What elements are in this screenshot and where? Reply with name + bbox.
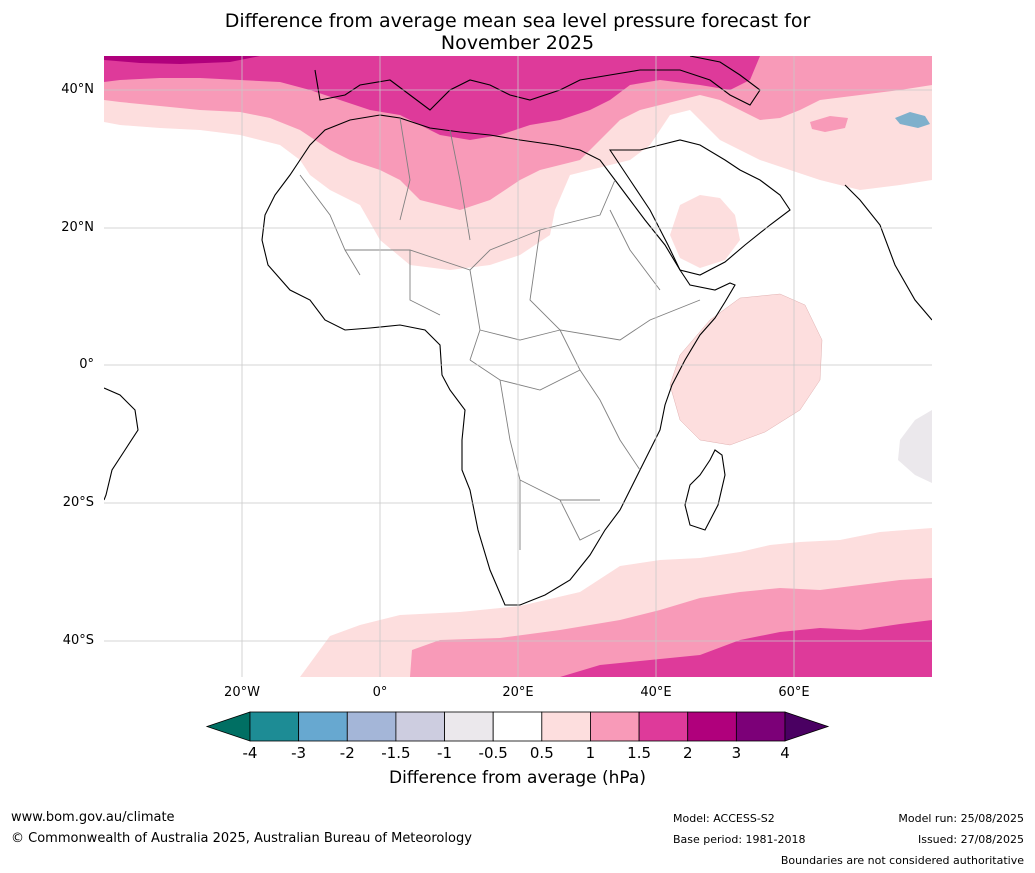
arabia-coastline xyxy=(608,139,791,276)
anomaly-zone-minus-0p5 xyxy=(898,410,932,483)
footer-issued: Issued: 27/08/2025 xyxy=(917,833,1024,846)
anomaly-zone-0p5-arabia xyxy=(670,195,740,268)
colorbar-tick-label: -2 xyxy=(339,744,355,762)
colorbar-label: Difference from average (hPa) xyxy=(389,768,646,788)
colorbar-swatch xyxy=(541,711,591,742)
lon-label-0: 0° xyxy=(372,685,388,700)
anomaly-zone-0p5-indian-ocean xyxy=(669,293,823,446)
colorbar-swatch xyxy=(444,711,494,742)
colorbar-tick-label: 3 xyxy=(731,744,742,762)
colorbar-tick-label: 4 xyxy=(780,744,790,762)
lat-label-20s: 20°S xyxy=(62,495,94,510)
graticule xyxy=(104,56,932,677)
madagascar-coastline xyxy=(684,449,726,531)
footer-url[interactable]: www.bom.gov.au/climate xyxy=(11,810,175,825)
footer-disclaimer: Boundaries are not considered authoritat… xyxy=(780,854,1024,867)
colorbar-tick-label: -4 xyxy=(242,744,258,762)
south-america-coastline xyxy=(104,387,139,501)
country-borders xyxy=(299,117,701,550)
colorbar-tick-label: -0.5 xyxy=(478,744,508,762)
lat-label-20n: 20°N xyxy=(61,220,94,235)
colorbar-tick-label: 0.5 xyxy=(529,744,554,762)
colorbar-swatch xyxy=(346,711,397,742)
colorbar-tick-label: 2 xyxy=(682,744,693,762)
colorbar-tick-label: -1 xyxy=(437,744,453,762)
colorbar-swatch xyxy=(687,711,737,742)
colorbar-swatch xyxy=(298,711,348,742)
title-line-1: Difference from average mean sea level p… xyxy=(224,10,811,32)
colorbar-swatch xyxy=(492,711,543,742)
colorbar-swatch xyxy=(395,711,445,742)
anomaly-zone-1p5-south xyxy=(560,620,932,677)
colorbar-swatch xyxy=(638,711,689,742)
colorbar-tick-label: -1.5 xyxy=(381,744,411,762)
title-line-2: November 2025 xyxy=(440,32,595,54)
anomaly-zone-1-caspian xyxy=(810,116,848,132)
colorbar-swatch xyxy=(590,711,640,742)
india-coastline xyxy=(844,184,932,321)
footer-model: Model: ACCESS-S2 xyxy=(673,812,775,825)
colorbar-swatch xyxy=(735,711,786,742)
footer-base-period: Base period: 1981-2018 xyxy=(673,833,806,846)
lon-label-60e: 60°E xyxy=(778,685,810,700)
europe-coastline xyxy=(314,56,761,111)
colorbar xyxy=(205,711,830,742)
lon-label-20e: 20°E xyxy=(502,685,534,700)
colorbar-tick-label: 1 xyxy=(585,744,596,762)
footer-copyright: © Commonwealth of Australia 2025, Austra… xyxy=(11,831,472,846)
lat-label-40s: 40°S xyxy=(62,633,94,648)
anomaly-zone-minus-himalaya xyxy=(895,112,930,128)
colorbar-tick-label: -3 xyxy=(291,744,307,762)
map-title: Difference from average mean sea level p… xyxy=(0,10,1035,54)
anomaly-zone-2-north xyxy=(104,56,260,64)
colorbar-tick-label: 1.5 xyxy=(627,744,652,762)
lat-label-0: 0° xyxy=(79,357,94,372)
lon-label-20w: 20°W xyxy=(224,685,260,700)
footer-model-run: Model run: 25/08/2025 xyxy=(898,812,1024,825)
colorbar-under-arrow xyxy=(205,711,251,742)
lon-label-40e: 40°E xyxy=(640,685,672,700)
colorbar-swatch xyxy=(249,711,300,742)
lat-label-40n: 40°N xyxy=(61,82,94,97)
colorbar-over-arrow xyxy=(784,711,830,742)
